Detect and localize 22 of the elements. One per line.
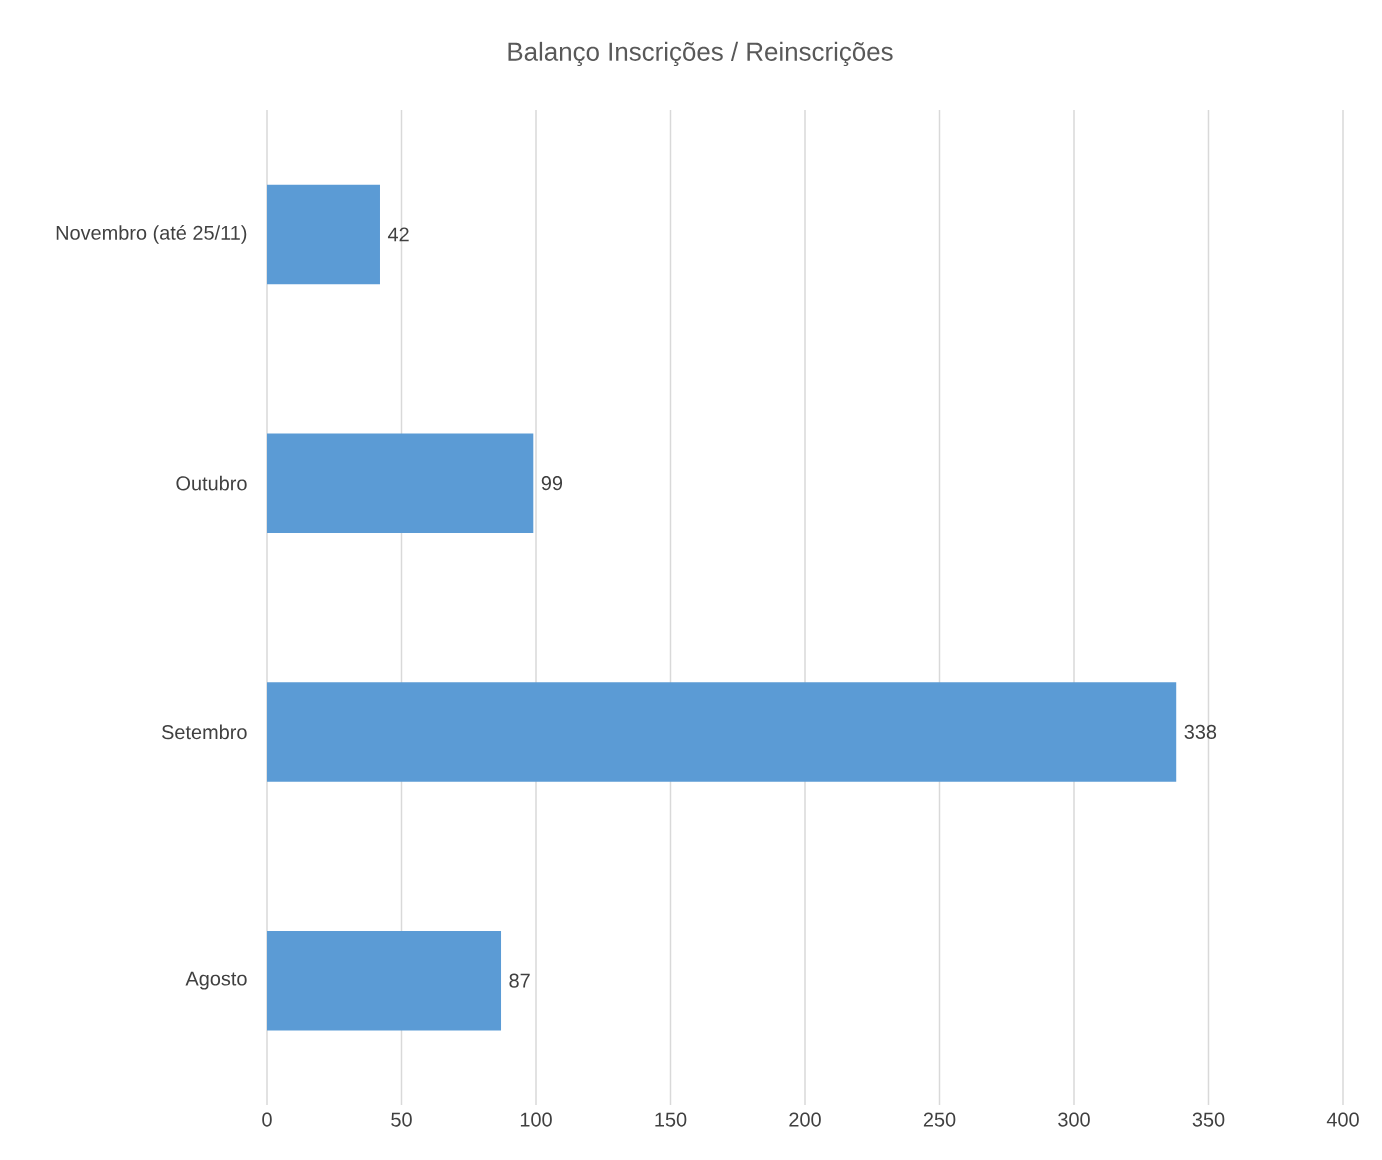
x-tick-label: 150 [655, 1112, 687, 1127]
y-tick-label: Agosto [185, 971, 247, 990]
data-label: 42 [387, 227, 409, 242]
data-label: 87 [509, 973, 530, 988]
bar [267, 184, 380, 285]
bar [267, 682, 1177, 782]
data-label: 99 [541, 476, 563, 491]
chart-title: Balanço Inscrições / Reinscrições [508, 41, 893, 67]
x-tick-label: 250 [923, 1112, 956, 1127]
y-tick-label: Setembro [162, 724, 247, 740]
x-tick-label: 200 [789, 1112, 821, 1127]
x-tick-label: 0 [262, 1112, 272, 1127]
x-tick-label: 300 [1058, 1112, 1090, 1127]
bar [267, 930, 502, 1031]
y-tick-label: Novembro (até 25/11) [56, 224, 247, 244]
x-tick-label: 50 [391, 1112, 412, 1127]
x-tick-label: 400 [1326, 1112, 1359, 1127]
y-tick-label: Outubro [176, 475, 247, 491]
bar [267, 433, 534, 533]
x-tick-label: 100 [520, 1112, 552, 1127]
data-label: 338 [1184, 724, 1217, 739]
x-tick-label: 350 [1192, 1112, 1225, 1127]
